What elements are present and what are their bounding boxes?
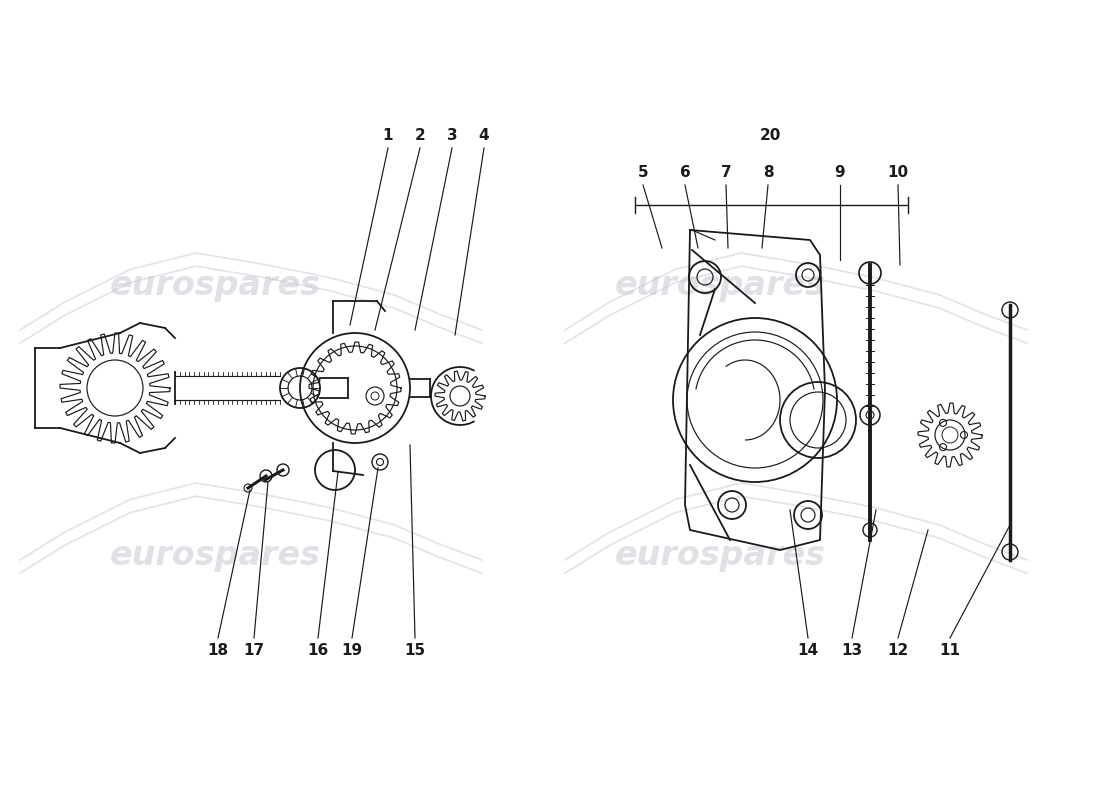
Text: 10: 10	[888, 165, 909, 180]
Text: 8: 8	[762, 165, 773, 180]
Text: 5: 5	[638, 165, 648, 180]
Text: 4: 4	[478, 128, 490, 143]
Text: 19: 19	[341, 643, 363, 658]
Text: 1: 1	[383, 128, 394, 143]
Text: eurospares: eurospares	[110, 538, 320, 571]
Text: 14: 14	[798, 643, 818, 658]
Text: 7: 7	[720, 165, 732, 180]
Text: 6: 6	[680, 165, 691, 180]
Text: 13: 13	[842, 643, 862, 658]
Text: 16: 16	[307, 643, 329, 658]
Text: eurospares: eurospares	[615, 269, 825, 302]
Text: 12: 12	[888, 643, 909, 658]
Text: 18: 18	[208, 643, 229, 658]
Text: 15: 15	[405, 643, 426, 658]
Text: eurospares: eurospares	[615, 538, 825, 571]
Text: 3: 3	[447, 128, 458, 143]
Text: 9: 9	[835, 165, 845, 180]
Text: 17: 17	[243, 643, 265, 658]
Text: 11: 11	[939, 643, 960, 658]
Text: 2: 2	[415, 128, 426, 143]
Text: eurospares: eurospares	[110, 269, 320, 302]
Text: 20: 20	[759, 128, 781, 143]
